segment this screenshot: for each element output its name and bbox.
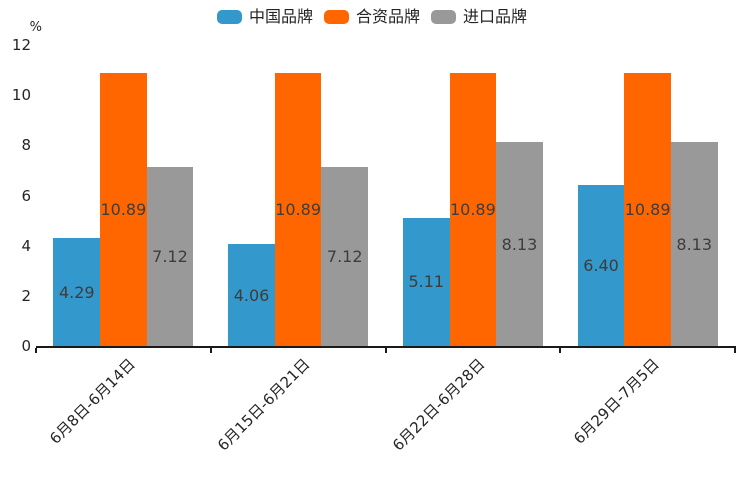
bar-value-label: 4.29 [58, 282, 95, 302]
legend-swatch-icon-china-brand [216, 10, 242, 24]
x-axis-category-label: 6月8日-6月14日 [46, 355, 140, 448]
legend-item-joint-venture-brand: 合资品牌 [323, 7, 420, 27]
y-axis-tick-label: 2 [21, 286, 31, 305]
legend-item-china-brand: 中国品牌 [216, 7, 313, 27]
x-axis-tick [384, 348, 387, 353]
x-axis-category-label: 6月15日-6月21日 [214, 355, 314, 455]
bar-import-brand-group3: 8.13 [496, 142, 543, 346]
bar-import-brand-group1: 7.12 [146, 167, 194, 346]
bar-import-brand-group2: 7.12 [321, 167, 369, 346]
legend-swatch-icon-import-brand [431, 10, 456, 24]
legend-swatch-icon-joint-venture-brand [323, 10, 349, 24]
y-axis-unit-label: % [29, 20, 42, 35]
bar-china-brand-group4: 6.40 [577, 185, 625, 346]
legend-item-label: 合资品牌 [355, 7, 420, 26]
bar-value-label: 10.89 [624, 199, 671, 219]
bar-joint-venture-brand-group3: 10.89 [449, 72, 497, 346]
y-axis-tick-label: 0 [21, 337, 31, 355]
x-axis-tick [209, 348, 212, 353]
bar-value-label: 7.12 [326, 247, 363, 267]
legend-item-import-brand: 进口品牌 [431, 7, 527, 27]
legend-item-label: 中国品牌 [248, 7, 313, 26]
y-axis-tick-label: 6 [21, 186, 31, 205]
bar-china-brand-group3: 5.11 [402, 217, 450, 346]
bar-china-brand-group1: 4.29 [53, 238, 101, 346]
x-axis-tick [559, 348, 562, 353]
bar-joint-venture-brand-group2: 10.89 [274, 72, 322, 346]
bar-value-label: 8.13 [501, 234, 538, 254]
y-axis-tick-label: 10 [11, 86, 31, 105]
y-axis-tick-label: 8 [21, 136, 31, 155]
bar-import-brand-group4: 8.13 [670, 142, 718, 346]
bar-value-label: 10.89 [100, 199, 147, 219]
x-axis-category-label: 6月29日-7月5日 [570, 355, 664, 448]
bar-joint-venture-brand-group1: 10.89 [100, 72, 147, 346]
x-axis-tick [35, 348, 37, 353]
legend: 中国品牌 合资品牌 进口品牌 [0, 7, 744, 27]
x-axis-tick [734, 348, 736, 353]
bar-value-label: 5.11 [408, 272, 445, 292]
bar-value-label: 4.06 [233, 285, 270, 305]
legend-item-label: 进口品牌 [463, 7, 528, 26]
x-axis-line [36, 346, 736, 348]
y-axis-tick-label: 12 [11, 36, 31, 54]
bar-value-label: 6.40 [583, 256, 619, 276]
bar-value-label: 10.89 [275, 199, 322, 219]
bar-value-label: 7.12 [152, 247, 188, 267]
y-axis-tick-label: 4 [21, 236, 31, 255]
x-axis-category-label: 6月22日-6月28日 [389, 355, 489, 455]
bar-value-label: 10.89 [449, 199, 496, 219]
bar-joint-venture-brand-group4: 10.89 [624, 72, 671, 346]
bar-china-brand-group2: 4.06 [228, 244, 275, 346]
bar-value-label: 8.13 [676, 234, 713, 254]
